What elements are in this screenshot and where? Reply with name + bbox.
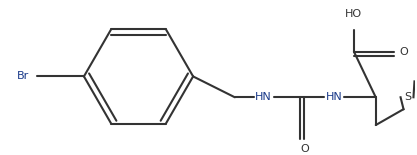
Text: O: O — [399, 47, 408, 57]
Text: HN: HN — [326, 92, 342, 102]
Text: HN: HN — [255, 92, 272, 102]
Text: S: S — [404, 92, 411, 102]
Text: Br: Br — [17, 71, 29, 81]
Text: O: O — [300, 144, 309, 154]
Text: HO: HO — [345, 9, 362, 19]
